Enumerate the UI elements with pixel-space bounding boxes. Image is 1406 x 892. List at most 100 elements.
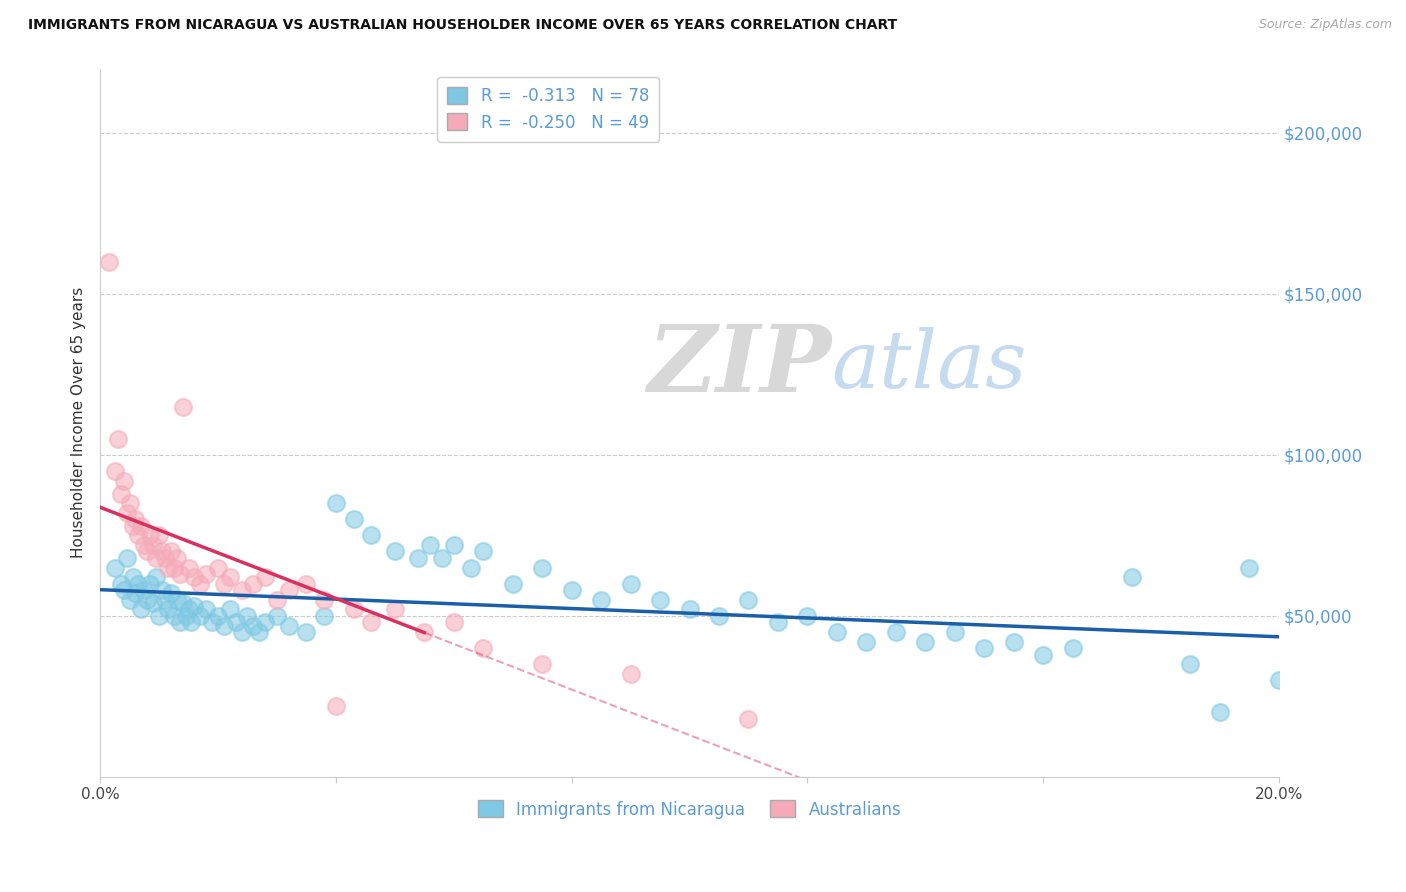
Point bbox=[247, 624, 270, 639]
Point bbox=[737, 712, 759, 726]
Point bbox=[118, 592, 141, 607]
Point bbox=[104, 464, 127, 478]
Point bbox=[163, 608, 186, 623]
Point bbox=[1268, 673, 1291, 688]
Point bbox=[236, 608, 259, 623]
Point bbox=[131, 602, 153, 616]
Point bbox=[408, 550, 430, 565]
Point bbox=[360, 528, 382, 542]
Point bbox=[142, 538, 165, 552]
Point bbox=[107, 432, 129, 446]
Point bbox=[127, 528, 149, 542]
Point bbox=[121, 518, 143, 533]
Point bbox=[177, 560, 200, 574]
Point bbox=[360, 615, 382, 630]
Point bbox=[325, 699, 347, 714]
Point bbox=[342, 602, 364, 616]
Point bbox=[1032, 648, 1054, 662]
Point bbox=[413, 624, 436, 639]
Point bbox=[218, 602, 240, 616]
Point bbox=[148, 528, 170, 542]
Point bbox=[115, 506, 138, 520]
Text: atlas: atlas bbox=[831, 327, 1026, 405]
Point bbox=[160, 544, 183, 558]
Point bbox=[139, 528, 162, 542]
Text: Source: ZipAtlas.com: Source: ZipAtlas.com bbox=[1258, 18, 1392, 31]
Point bbox=[1239, 560, 1261, 574]
Point bbox=[195, 567, 218, 582]
Point bbox=[277, 583, 299, 598]
Point bbox=[98, 254, 121, 268]
Point bbox=[195, 602, 218, 616]
Point bbox=[295, 576, 318, 591]
Point bbox=[254, 570, 277, 584]
Point bbox=[266, 592, 288, 607]
Point bbox=[884, 624, 907, 639]
Point bbox=[1121, 570, 1143, 584]
Point bbox=[150, 544, 173, 558]
Text: IMMIGRANTS FROM NICARAGUA VS AUSTRALIAN HOUSEHOLDER INCOME OVER 65 YEARS CORRELA: IMMIGRANTS FROM NICARAGUA VS AUSTRALIAN … bbox=[28, 18, 897, 32]
Point bbox=[707, 608, 730, 623]
Point bbox=[472, 544, 495, 558]
Point bbox=[104, 560, 127, 574]
Point bbox=[472, 641, 495, 656]
Point bbox=[112, 583, 135, 598]
Point bbox=[153, 550, 176, 565]
Point bbox=[443, 538, 465, 552]
Point bbox=[225, 615, 247, 630]
Point bbox=[172, 596, 194, 610]
Point bbox=[145, 570, 167, 584]
Point bbox=[110, 486, 132, 500]
Point bbox=[127, 576, 149, 591]
Point bbox=[737, 592, 759, 607]
Point bbox=[131, 518, 153, 533]
Point bbox=[145, 550, 167, 565]
Point bbox=[207, 560, 229, 574]
Point bbox=[277, 618, 299, 632]
Point bbox=[148, 608, 170, 623]
Point bbox=[231, 583, 253, 598]
Point bbox=[163, 560, 186, 574]
Point bbox=[914, 634, 936, 648]
Point bbox=[142, 596, 165, 610]
Point bbox=[183, 570, 205, 584]
Point bbox=[124, 586, 146, 600]
Point bbox=[430, 550, 453, 565]
Point bbox=[1002, 634, 1025, 648]
Point bbox=[384, 602, 406, 616]
Y-axis label: Householder Income Over 65 years: Householder Income Over 65 years bbox=[72, 287, 86, 558]
Point bbox=[218, 570, 240, 584]
Text: ZIP: ZIP bbox=[647, 321, 831, 411]
Point bbox=[314, 592, 336, 607]
Point bbox=[242, 576, 264, 591]
Point bbox=[121, 570, 143, 584]
Point bbox=[678, 602, 700, 616]
Point bbox=[619, 576, 641, 591]
Point bbox=[160, 586, 183, 600]
Point bbox=[384, 544, 406, 558]
Point bbox=[502, 576, 524, 591]
Point bbox=[766, 615, 789, 630]
Point bbox=[207, 608, 229, 623]
Point bbox=[231, 624, 253, 639]
Point bbox=[110, 576, 132, 591]
Point bbox=[242, 618, 264, 632]
Point bbox=[212, 576, 235, 591]
Point bbox=[166, 592, 188, 607]
Point bbox=[342, 512, 364, 526]
Point bbox=[1209, 706, 1232, 720]
Point bbox=[1180, 657, 1202, 672]
Point bbox=[443, 615, 465, 630]
Point bbox=[419, 538, 441, 552]
Point bbox=[153, 592, 176, 607]
Point bbox=[172, 400, 194, 414]
Point bbox=[124, 512, 146, 526]
Point bbox=[115, 550, 138, 565]
Point bbox=[156, 602, 179, 616]
Point bbox=[136, 544, 159, 558]
Point bbox=[648, 592, 671, 607]
Point bbox=[169, 615, 191, 630]
Point bbox=[943, 624, 966, 639]
Point bbox=[201, 615, 224, 630]
Point bbox=[591, 592, 613, 607]
